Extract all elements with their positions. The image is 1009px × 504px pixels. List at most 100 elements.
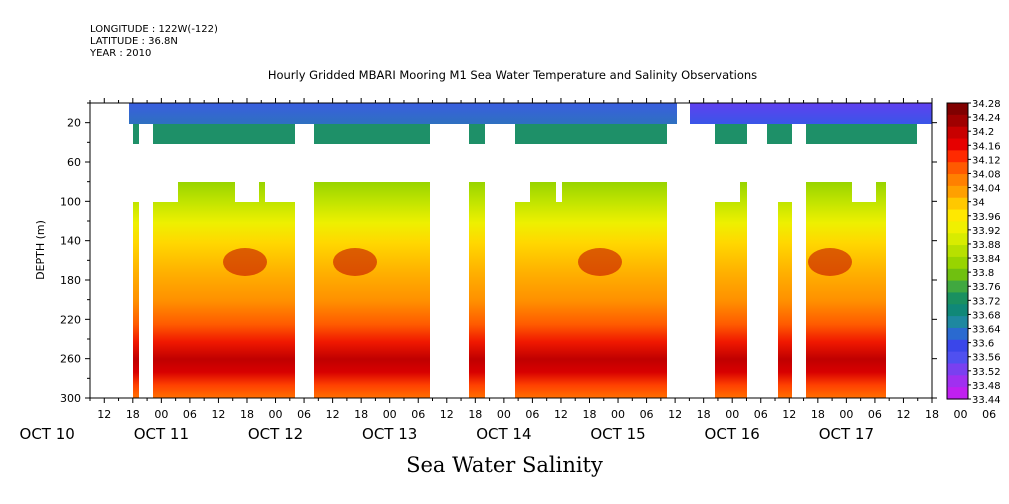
x-hour-label: 12	[554, 408, 568, 421]
colorbar-label: 33.88	[972, 240, 1001, 251]
salinity-maximum-patch	[808, 248, 852, 276]
colorbar-border	[946, 102, 969, 400]
x-hour-label: 12	[326, 408, 340, 421]
colorbar-label: 34.2	[972, 127, 994, 138]
colorbar-label: 33.52	[972, 367, 1001, 378]
colorbar-label: 33.76	[972, 282, 1001, 293]
plot-border	[89, 102, 933, 399]
x-hour-label: 00	[154, 408, 168, 421]
x-hour-label: 12	[97, 408, 111, 421]
colorbar-label: 34.24	[972, 113, 1001, 124]
x-hour-label: 18	[811, 408, 825, 421]
y-tick-label: 60	[67, 156, 81, 169]
colorbar-label: 33.56	[972, 353, 1001, 364]
colorbar-label: 34	[972, 198, 985, 209]
colorbar-swatch	[947, 327, 968, 341]
plot-frame	[89, 102, 933, 399]
colorbar-label: 33.64	[972, 325, 1001, 336]
data-gap	[133, 181, 139, 202]
x-hour-label: 18	[582, 408, 596, 421]
colorbar-label: 33.92	[972, 226, 1001, 237]
deep-salinity-block	[806, 182, 886, 398]
colorbar-swatch	[947, 221, 968, 234]
x-hour-label: 06	[525, 408, 539, 421]
data-gap	[265, 181, 295, 202]
x-hour-label: 12	[668, 408, 682, 421]
y-tick-label: 220	[60, 313, 81, 326]
colorbar-label: 34.28	[972, 99, 1001, 110]
colorbar-swatch	[947, 292, 968, 305]
colorbar-swatch	[947, 209, 968, 222]
x-hour-label: 06	[297, 408, 311, 421]
x-hour-label: 18	[697, 408, 711, 421]
x-hour-label: 06	[640, 408, 654, 421]
deep-salinity-block	[133, 182, 139, 398]
colorbar-label: 34.08	[972, 169, 1001, 180]
x-hour-label: 06	[982, 408, 996, 421]
colorbar-swatch	[947, 114, 968, 128]
longitude-label: LONGITUDE : 122W(-122)	[90, 24, 218, 35]
y-tick-label: 100	[60, 195, 81, 208]
colorbar-swatch	[947, 197, 968, 211]
x-hour-label: 00	[497, 408, 511, 421]
x-day-label: OCT 17	[819, 425, 874, 443]
shallow-salinity-block	[690, 103, 932, 124]
mid-salinity-block	[767, 124, 792, 144]
data-gap	[515, 181, 530, 202]
colorbar-swatch	[947, 256, 968, 270]
x-axis: 12 18 00 06 12 18 00 06 12 18 00 06 12 18 00 06 12 18 00 06…	[20, 98, 996, 443]
variable-label: Sea Water Salinity	[406, 453, 603, 477]
y-tick-label: 300	[60, 392, 81, 405]
colorbar: 34.28 34.24 34.2 34.16 34.12 34.08 34.04 34 33.9…	[946, 99, 1001, 406]
deep-salinity-block	[153, 182, 295, 398]
heatmap-fills	[129, 103, 932, 398]
data-gap	[852, 181, 876, 202]
x-day-label: OCT 11	[134, 425, 189, 443]
colorbar-swatch	[947, 268, 968, 282]
colorbar-label: 33.96	[972, 212, 1001, 223]
colorbar-swatch	[947, 103, 968, 116]
deep-salinity-block	[469, 182, 485, 398]
x-hour-label: 12	[440, 408, 454, 421]
x-day-label: OCT 12	[248, 425, 303, 443]
colorbar-swatch	[947, 150, 968, 163]
colorbar-swatch	[947, 316, 968, 329]
x-day-label: OCT 13	[362, 425, 417, 443]
salinity-maximum-patch	[333, 248, 377, 276]
colorbar-swatch	[947, 387, 968, 400]
x-day-label: OCT 16	[705, 425, 760, 443]
colorbar-swatch	[947, 339, 968, 353]
colorbar-label: 33.6	[972, 339, 994, 350]
colorbar-swatch	[947, 126, 968, 140]
colorbar-label: 33.72	[972, 296, 1001, 307]
year-label: YEAR : 2010	[90, 48, 152, 59]
mid-salinity-block	[806, 124, 917, 144]
y-axis-label: DEPTH (m)	[34, 220, 47, 280]
colorbar-label: 33.84	[972, 254, 1001, 265]
salinity-maximum-patch	[578, 248, 622, 276]
colorbar-swatch	[947, 351, 968, 365]
y-tick-label: 180	[60, 274, 81, 287]
x-hour-label: 18	[354, 408, 368, 421]
colorbar-label: 33.48	[972, 381, 1001, 392]
chart-title: Hourly Gridded MBARI Mooring M1 Sea Wate…	[267, 68, 758, 82]
x-day-label: OCT 14	[476, 425, 531, 443]
colorbar-swatch	[947, 162, 968, 175]
shallow-salinity-block	[129, 103, 677, 124]
latitude-label: LATITUDE : 36.8N	[90, 36, 178, 47]
colorbar-swatch	[947, 375, 968, 388]
mid-salinity-block	[469, 124, 485, 144]
x-day-label: OCT 15	[590, 425, 645, 443]
deep-salinity-block	[715, 182, 747, 398]
x-hour-label: 18	[240, 408, 254, 421]
data-gap	[778, 181, 792, 202]
mid-salinity-block	[133, 124, 139, 144]
x-hour-label: 06	[183, 408, 197, 421]
y-tick-label: 260	[60, 353, 81, 366]
x-hour-label: 12	[896, 408, 910, 421]
colorbar-swatch	[947, 304, 968, 317]
y-tick-label: 20	[67, 117, 81, 130]
data-gap	[235, 181, 259, 202]
mid-salinity-block	[314, 124, 430, 144]
